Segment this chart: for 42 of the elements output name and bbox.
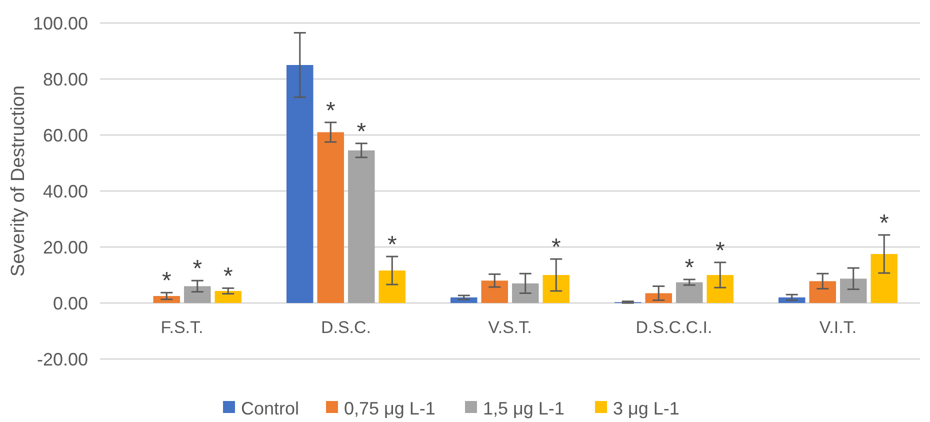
bar (676, 282, 703, 303)
y-axis-title: Severity of Destruction (8, 85, 29, 277)
bar (840, 278, 867, 303)
data-label: * (326, 97, 336, 124)
bar (645, 293, 672, 303)
y-tick-label: 20.00 (42, 237, 88, 258)
y-tick-label: -20.00 (36, 349, 88, 370)
bar (286, 65, 314, 303)
y-tick-label: 40.00 (42, 181, 88, 202)
x-tick-label: V.S.T. (488, 318, 532, 337)
bar (214, 290, 242, 303)
legend-label: 1,5 μg L-1 (483, 398, 564, 418)
legend-label: 0,75 μg L-1 (344, 398, 436, 418)
data-label: * (684, 254, 694, 282)
x-tick-label: V.I.T. (819, 318, 857, 337)
data-label: * (715, 237, 725, 264)
data-label: * (387, 232, 397, 259)
y-tick-label: 0.00 (52, 293, 88, 314)
data-label: * (551, 234, 561, 262)
y-tick-label: 60.00 (42, 125, 88, 146)
data-label: * (192, 256, 202, 283)
bar (870, 254, 898, 303)
x-tick-label: D.S.C. (320, 318, 372, 337)
bar (512, 283, 539, 303)
legend-label: Control (241, 398, 300, 418)
y-tick-label: 80.00 (42, 69, 88, 90)
bar (317, 132, 344, 303)
bar (348, 150, 375, 303)
x-tick-label: D.S.C.C.I. (636, 318, 712, 337)
data-label: * (223, 263, 233, 290)
bar (809, 281, 836, 303)
data-label: * (162, 268, 172, 295)
x-tick-label: F.S.T. (160, 318, 204, 337)
data-label: * (356, 118, 366, 146)
legend-label: 3 μg L-1 (613, 398, 680, 418)
bar (706, 275, 734, 303)
bar (481, 280, 508, 303)
y-tick-label: 100.00 (32, 13, 88, 34)
bar (542, 275, 570, 303)
bar (378, 270, 406, 303)
data-label: * (879, 210, 889, 237)
bar (184, 286, 211, 303)
